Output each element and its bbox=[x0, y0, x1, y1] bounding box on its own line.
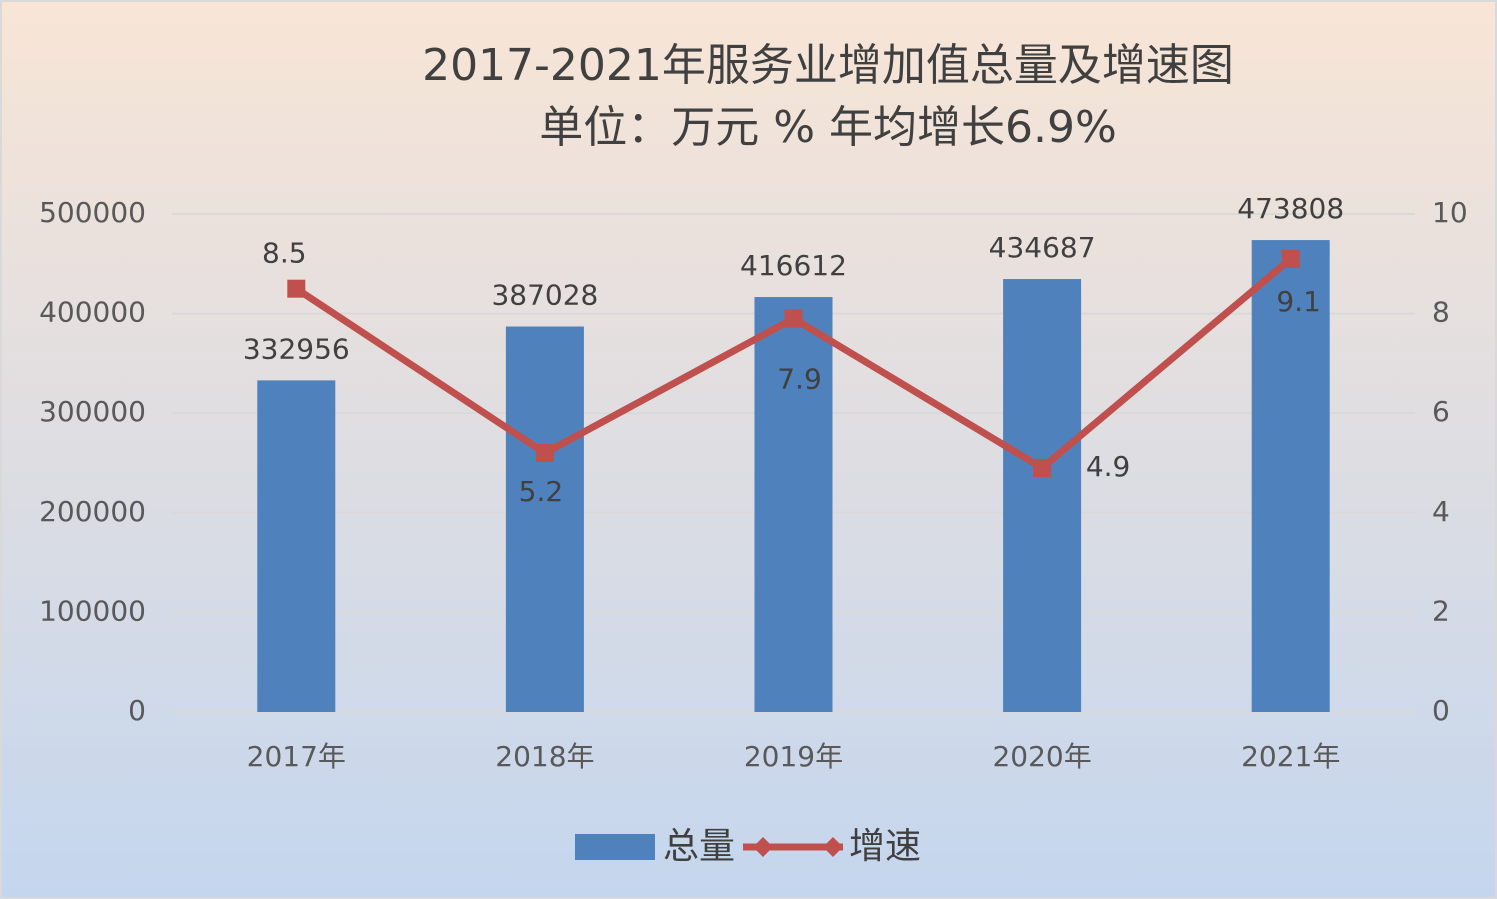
y-tick-label: 0 bbox=[128, 694, 146, 727]
y-tick-label: 200000 bbox=[39, 495, 146, 528]
chart-title: 2017-2021年服务业增加值总量及增速图 bbox=[422, 40, 1234, 91]
y2-tick-label: 2 bbox=[1432, 594, 1450, 627]
x-tick-label: 2019年 bbox=[744, 740, 843, 773]
bar bbox=[505, 326, 584, 712]
x-tick-label: 2017年 bbox=[247, 740, 346, 773]
y2-tick-label: 0 bbox=[1432, 694, 1450, 727]
legend-swatch bbox=[575, 834, 655, 860]
line-value-label: 4.9 bbox=[1086, 450, 1131, 483]
x-tick-label: 2020年 bbox=[992, 740, 1091, 773]
line-marker bbox=[784, 309, 803, 328]
line-value-label: 5.2 bbox=[519, 475, 564, 508]
legend-label: 总量 bbox=[663, 826, 735, 867]
legend-marker bbox=[753, 837, 843, 857]
bar bbox=[1251, 240, 1330, 713]
bar-value-label: 416612 bbox=[740, 249, 847, 282]
y-tick-label: 300000 bbox=[39, 395, 146, 428]
legend-label: 增速 bbox=[849, 826, 921, 867]
bar-value-label: 332956 bbox=[243, 332, 350, 365]
line-value-label: 8.5 bbox=[262, 237, 307, 270]
line-value-label: 9.1 bbox=[1276, 285, 1321, 318]
line-marker bbox=[1281, 249, 1300, 268]
line-value-label: 7.9 bbox=[777, 363, 822, 396]
x-tick-label: 2021年 bbox=[1241, 740, 1340, 773]
y2-tick-label: 6 bbox=[1432, 395, 1450, 428]
bar bbox=[1003, 279, 1082, 712]
y-tick-label: 100000 bbox=[39, 594, 146, 627]
bar-value-label: 387028 bbox=[491, 279, 598, 312]
chart-subtitle: 单位：万元 % 年均增长6.9% bbox=[539, 102, 1117, 153]
line-marker bbox=[1033, 458, 1052, 477]
y2-tick-label: 8 bbox=[1432, 296, 1450, 329]
y-tick-label: 500000 bbox=[39, 196, 146, 229]
bar bbox=[754, 297, 833, 712]
x-tick-label: 2018年 bbox=[495, 740, 594, 773]
y2-tick-label: 4 bbox=[1432, 495, 1450, 528]
bar-value-label: 473808 bbox=[1237, 192, 1344, 225]
y2-tick-label: 10 bbox=[1432, 196, 1468, 229]
bar-value-label: 434687 bbox=[989, 231, 1096, 264]
bar bbox=[257, 380, 336, 712]
y-tick-label: 400000 bbox=[39, 296, 146, 329]
line-marker bbox=[287, 279, 306, 298]
line-marker bbox=[535, 444, 554, 463]
